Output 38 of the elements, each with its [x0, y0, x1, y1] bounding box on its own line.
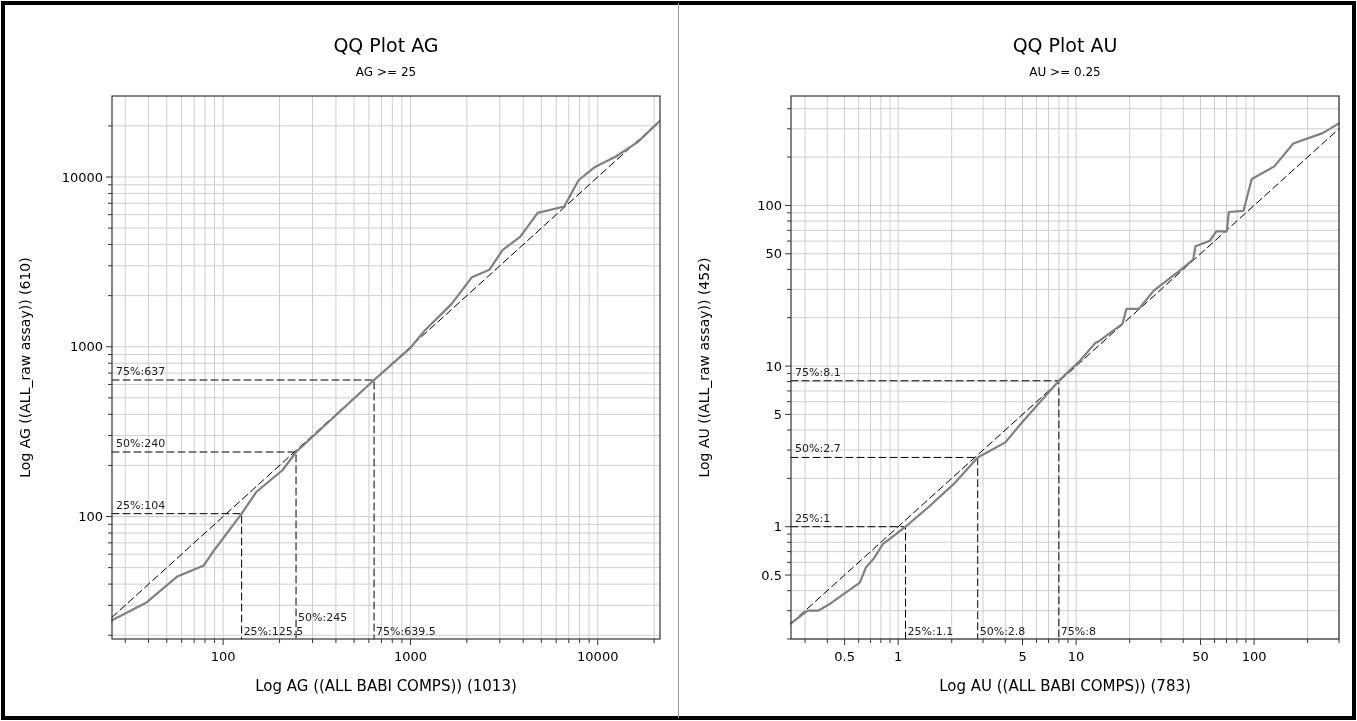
annotation: 25%:1 [795, 511, 831, 525]
annotation: 50%:245 [298, 611, 348, 624]
y-tick-label: 0.5 [761, 567, 782, 583]
annotation: 50%:2.8 [979, 625, 1026, 638]
annotation: 25%:104 [116, 498, 166, 512]
x-axis-title: Log AG ((ALL BABI COMPS)) (1013) [255, 677, 517, 695]
y-tick-label: 10000 [61, 169, 103, 185]
x-tick-label: 0.5 [834, 649, 855, 664]
annotation: 50%:2.7 [795, 442, 841, 456]
annotation: 75%:8.1 [795, 365, 841, 379]
y-tick-label: 1 [773, 519, 782, 535]
y-tick-label: 10 [765, 358, 782, 374]
annotation: 75%:639.5 [376, 625, 436, 638]
y-axis-title: Log AG ((ALL_raw assay)) (610) [17, 257, 33, 478]
chart-subtitle: AG >= 25 [355, 65, 417, 79]
annotation: 75%:8 [1060, 625, 1097, 638]
annotation: 25%:125.5 [243, 625, 304, 638]
y-tick-label: 50 [765, 246, 782, 262]
y-tick-label: 100 [78, 509, 103, 525]
y-axis-title: Log AU ((ALL_raw assay)) (452) [696, 257, 712, 478]
chart-title: QQ Plot AU [1012, 34, 1118, 56]
x-tick-label: 10 [1067, 649, 1085, 664]
x-tick-label: 5 [1018, 649, 1027, 664]
x-tick-label: 1000 [393, 649, 427, 664]
annotation: 50%:240 [116, 437, 166, 450]
x-tick-label: 50 [1192, 649, 1209, 664]
y-tick-label: 5 [773, 406, 782, 422]
x-tick-label: 10000 [577, 649, 619, 664]
x-tick-label: 100 [1241, 649, 1267, 664]
annotation: 25%:1.1 [907, 625, 954, 638]
x-tick-label: 100 [210, 649, 236, 664]
x-axis-title: Log AU ((ALL BABI COMPS)) (783) [939, 677, 1191, 695]
y-tick-label: 100 [757, 197, 782, 213]
x-tick-label: 1 [894, 649, 903, 664]
chart-title: QQ Plot AG [333, 34, 439, 56]
annotation: 75%:637 [116, 365, 166, 379]
chart-subtitle: AU >= 0.25 [1029, 65, 1101, 79]
y-tick-label: 1000 [69, 339, 103, 355]
